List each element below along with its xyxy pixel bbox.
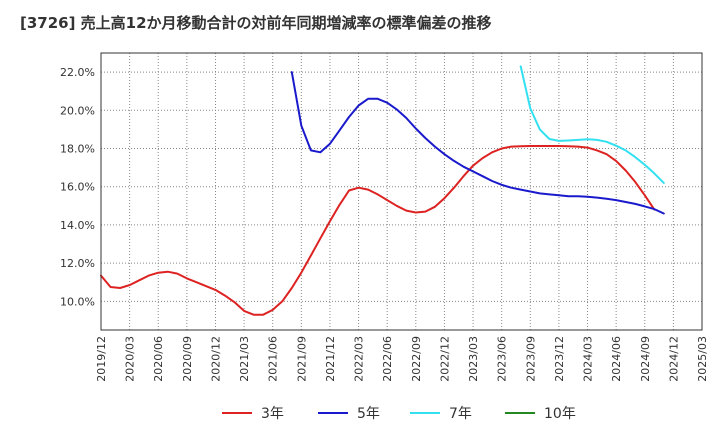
x-tick-label: 2020/03 xyxy=(124,336,137,382)
series-line xyxy=(519,65,665,184)
y-tick-label: 20.0% xyxy=(60,104,95,117)
x-tick-label: 2019/12 xyxy=(95,336,108,382)
legend-label: 7年 xyxy=(449,406,472,422)
x-tick-label: 2022/12 xyxy=(438,336,451,382)
x-tick-label: 2023/12 xyxy=(553,336,566,382)
y-tick-label: 14.0% xyxy=(60,219,95,232)
x-tick-label: 2020/06 xyxy=(152,336,165,382)
x-tick-label: 2024/09 xyxy=(639,336,652,382)
x-tick-label: 2022/03 xyxy=(353,336,366,382)
y-tick-label: 12.0% xyxy=(60,257,95,270)
x-tick-label: 2023/09 xyxy=(524,336,537,382)
y-tick-label: 16.0% xyxy=(60,181,95,194)
legend-label: 3年 xyxy=(261,406,284,422)
x-tick-label: 2024/03 xyxy=(582,336,595,382)
plot-frame xyxy=(100,52,703,331)
legend-label: 10年 xyxy=(544,406,576,422)
x-tick-label: 2025/03 xyxy=(696,336,709,382)
x-tick-label: 2021/03 xyxy=(238,336,251,382)
y-tick-label: 10.0% xyxy=(60,295,95,308)
legend-label: 5年 xyxy=(357,406,380,422)
y-axis: 10.0% 12.0% 14.0% 16.0% 18.0% 20.0% 22.0% xyxy=(60,66,95,308)
legend: 3年 5年 7年 10年 xyxy=(222,406,576,422)
grid xyxy=(101,53,702,330)
x-tick-label: 2020/09 xyxy=(181,336,194,382)
series-line xyxy=(290,71,665,215)
series-lines xyxy=(100,65,665,316)
x-tick-label: 2021/09 xyxy=(295,336,308,382)
x-tick-label: 2021/06 xyxy=(267,336,280,382)
x-tick-label: 2020/12 xyxy=(209,336,222,382)
x-axis: 2019/12 2020/03 2020/06 2020/09 2020/12 2021/… xyxy=(95,336,709,382)
y-tick-label: 18.0% xyxy=(60,143,95,156)
x-tick-label: 2023/03 xyxy=(467,336,480,382)
chart-title: [3726] 売上高12か月移動合計の対前年同期増減率の標準偏差の推移 xyxy=(20,14,492,32)
x-tick-label: 2022/06 xyxy=(381,336,394,382)
x-tick-label: 2021/12 xyxy=(324,336,337,382)
series-line xyxy=(100,145,656,316)
x-tick-label: 2022/09 xyxy=(410,336,423,382)
x-tick-label: 2023/06 xyxy=(496,336,509,382)
x-tick-label: 2024/06 xyxy=(610,336,623,382)
y-tick-label: 22.0% xyxy=(60,66,95,79)
x-tick-label: 2024/12 xyxy=(667,336,680,382)
